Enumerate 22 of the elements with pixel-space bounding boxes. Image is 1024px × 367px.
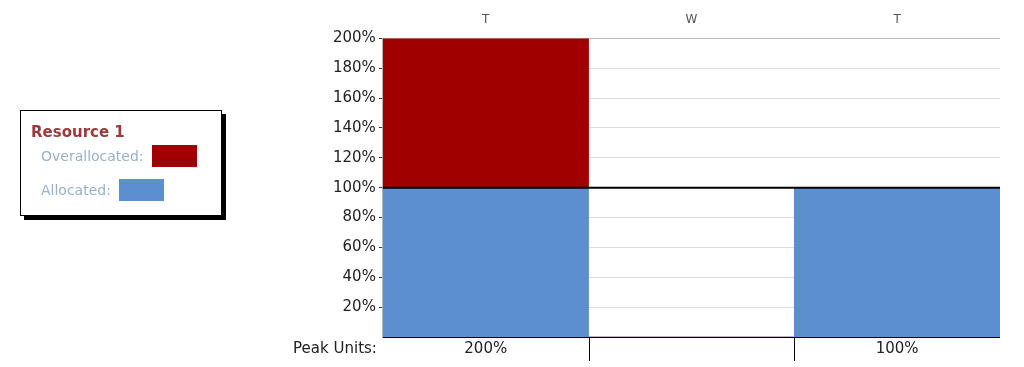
y-tick-label: 80% <box>342 207 376 226</box>
y-tick-label: 20% <box>342 297 376 316</box>
x-tick-label: T <box>481 12 491 27</box>
y-tick-label: 40% <box>342 267 376 286</box>
bar <box>382 38 589 189</box>
legend-title: Resource 1 <box>31 123 126 141</box>
bar <box>793 187 1000 337</box>
y-tick-label: 140% <box>332 117 376 136</box>
legend-label: Allocated: <box>40 182 111 198</box>
total-label: 100% <box>875 338 919 357</box>
bar <box>382 187 589 337</box>
text: Peak Units: <box>293 338 377 357</box>
y-tick-label: 180% <box>332 58 376 77</box>
y-tick-label: 120% <box>332 147 376 166</box>
y-tick-label: 100% <box>332 177 376 196</box>
y-tick-label: 160% <box>332 88 376 107</box>
total-label: 200% <box>464 338 508 357</box>
y-tick-label: 60% <box>342 237 376 256</box>
legend-label: Overallocated: <box>40 148 144 164</box>
x-tick-label: W <box>685 12 698 27</box>
y-tick-label: 200% <box>332 28 376 47</box>
x-tick-label: T <box>892 12 902 27</box>
